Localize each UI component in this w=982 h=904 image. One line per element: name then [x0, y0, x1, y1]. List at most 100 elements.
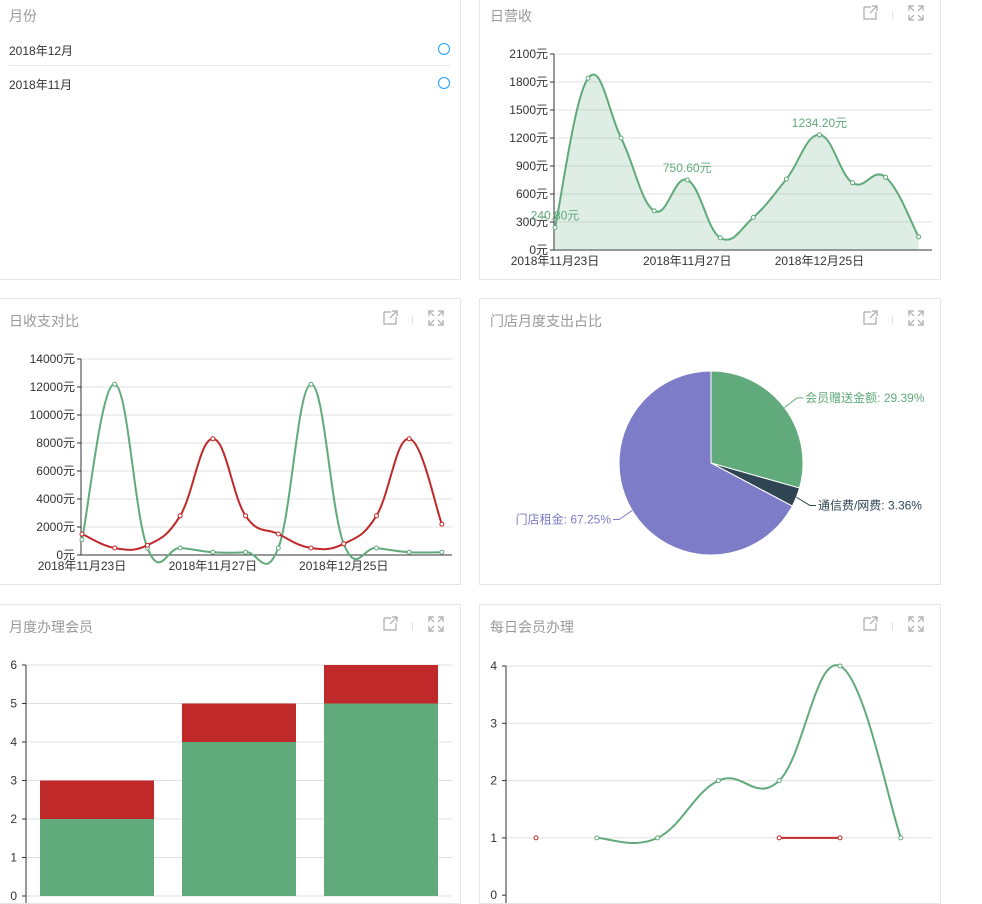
series-line [81, 383, 442, 565]
month-item-nov[interactable]: 2018年11月 [9, 66, 450, 99]
bar-segment [324, 665, 438, 704]
pie-slice [710, 370, 804, 489]
data-point [651, 208, 657, 214]
y-tick-label: 600元 [516, 187, 548, 201]
fullscreen-icon[interactable] [907, 309, 927, 329]
y-tick-label: 1200元 [509, 131, 548, 145]
y-tick-label: 8000元 [36, 436, 75, 450]
data-point [618, 135, 624, 141]
data-point [144, 542, 150, 548]
daily-revenue-panel: 日营收 0元 300元 600元 900元 1200元 1500元 1800元 2100元 20… [479, 0, 941, 280]
panel-title: 日营收 [490, 8, 532, 24]
y-tick-label: 10000元 [30, 408, 75, 422]
month-panel-title: 月份 [9, 8, 37, 24]
y-tick-label: 0元 [529, 243, 548, 257]
data-label: 1234.20元 [792, 116, 847, 130]
data-point [717, 235, 723, 241]
y-tick-label: 0 [10, 889, 17, 903]
export-icon[interactable] [861, 4, 881, 24]
data-point [439, 549, 445, 555]
data-point [373, 513, 379, 519]
slice-label: 通信费/网费: 3.36% [818, 498, 922, 512]
data-point [308, 381, 314, 387]
data-point [837, 835, 843, 841]
daily-revenue-chart: 0元 300元 600元 900元 1200元 1500元 1800元 2100元 2018年1… [509, 47, 932, 268]
panel-title: 每日会员办理 [490, 619, 574, 635]
month-item-label: 2018年11月 [9, 78, 73, 92]
y-tick-label: 0 [490, 888, 497, 902]
bar-segment [324, 703, 438, 896]
panel-title: 月度办理会员 [9, 619, 93, 635]
bar-segment [40, 780, 154, 819]
data-point [243, 513, 249, 519]
data-point [655, 835, 661, 841]
radio-circle-icon[interactable] [438, 43, 450, 55]
data-point [850, 180, 856, 186]
y-tick-label: 6000元 [36, 464, 75, 478]
label-leader-line [784, 397, 804, 408]
label-leader-line [796, 496, 816, 506]
month-item-dec[interactable]: 2018年12月 [9, 32, 450, 65]
y-tick-label: 3 [490, 716, 497, 730]
y-tick-label: 1500元 [509, 103, 548, 117]
daily-members-panel: 每日会员办理 0 1 2 3 4 [479, 604, 941, 904]
bar-segment [40, 819, 154, 896]
data-point [776, 778, 782, 784]
fullscreen-icon[interactable] [907, 4, 927, 24]
label-leader-line [613, 510, 633, 521]
fullscreen-icon[interactable] [427, 615, 447, 635]
y-tick-label: 12000元 [30, 380, 75, 394]
export-icon[interactable] [861, 615, 881, 635]
data-point [883, 174, 889, 180]
panel-title: 门店月度支出占比 [490, 313, 602, 329]
data-point [783, 176, 789, 182]
data-label: 240.80元 [531, 209, 580, 223]
data-point [341, 541, 347, 547]
data-point [112, 381, 118, 387]
y-tick-label: 900元 [516, 159, 548, 173]
slice-label: 会员赠送金额: 29.39% [805, 390, 925, 405]
y-tick-label: 3 [10, 774, 17, 788]
data-point [308, 545, 314, 551]
series-line [596, 664, 902, 844]
data-point [585, 75, 591, 81]
series-area [555, 74, 919, 250]
toolbar-separator [892, 316, 893, 324]
y-tick-label: 2 [490, 774, 497, 788]
export-icon[interactable] [381, 615, 401, 635]
data-point [275, 545, 281, 551]
fullscreen-icon[interactable] [427, 309, 447, 329]
data-point [112, 545, 118, 551]
y-tick-label: 6 [10, 658, 17, 672]
y-tick-label: 2 [10, 812, 17, 826]
daily-compare-chart: 0元 2000元 4000元 6000元 8000元 10000元 12000元 14000元… [30, 352, 452, 573]
data-point [715, 778, 721, 784]
toolbar-separator [892, 622, 893, 630]
y-tick-label: 14000元 [30, 352, 75, 366]
divider [9, 65, 450, 66]
data-point [210, 436, 216, 442]
monthly-members-panel: 月度办理会员 0 1 2 3 4 5 6 [0, 604, 461, 904]
x-tick-label: 2018年11月27日 [169, 559, 258, 573]
fullscreen-icon[interactable] [907, 615, 927, 635]
store-expense-panel: 门店月度支出占比 会员赠送金额: 29.39% 通信费/网费: 3.36% 门店租金… [479, 298, 941, 585]
y-tick-label: 1 [490, 831, 497, 845]
data-point [439, 521, 445, 527]
data-point [406, 549, 412, 555]
data-point [776, 835, 782, 841]
data-point [837, 663, 843, 669]
y-tick-label: 2000元 [36, 520, 75, 534]
y-tick-label: 4000元 [36, 492, 75, 506]
export-icon[interactable] [381, 309, 401, 329]
data-point [750, 214, 756, 220]
y-tick-label: 2100元 [509, 47, 548, 61]
data-point [177, 513, 183, 519]
data-point [79, 531, 85, 537]
y-tick-label: 5 [10, 697, 17, 711]
store-expense-chart: 会员赠送金额: 29.39% 通信费/网费: 3.36% 门店租金: 67.25% [516, 370, 925, 556]
export-icon[interactable] [861, 309, 881, 329]
bar-segment [182, 703, 296, 742]
month-item-label: 2018年12月 [9, 44, 74, 58]
y-tick-label: 300元 [516, 215, 548, 229]
radio-circle-icon[interactable] [438, 77, 450, 89]
